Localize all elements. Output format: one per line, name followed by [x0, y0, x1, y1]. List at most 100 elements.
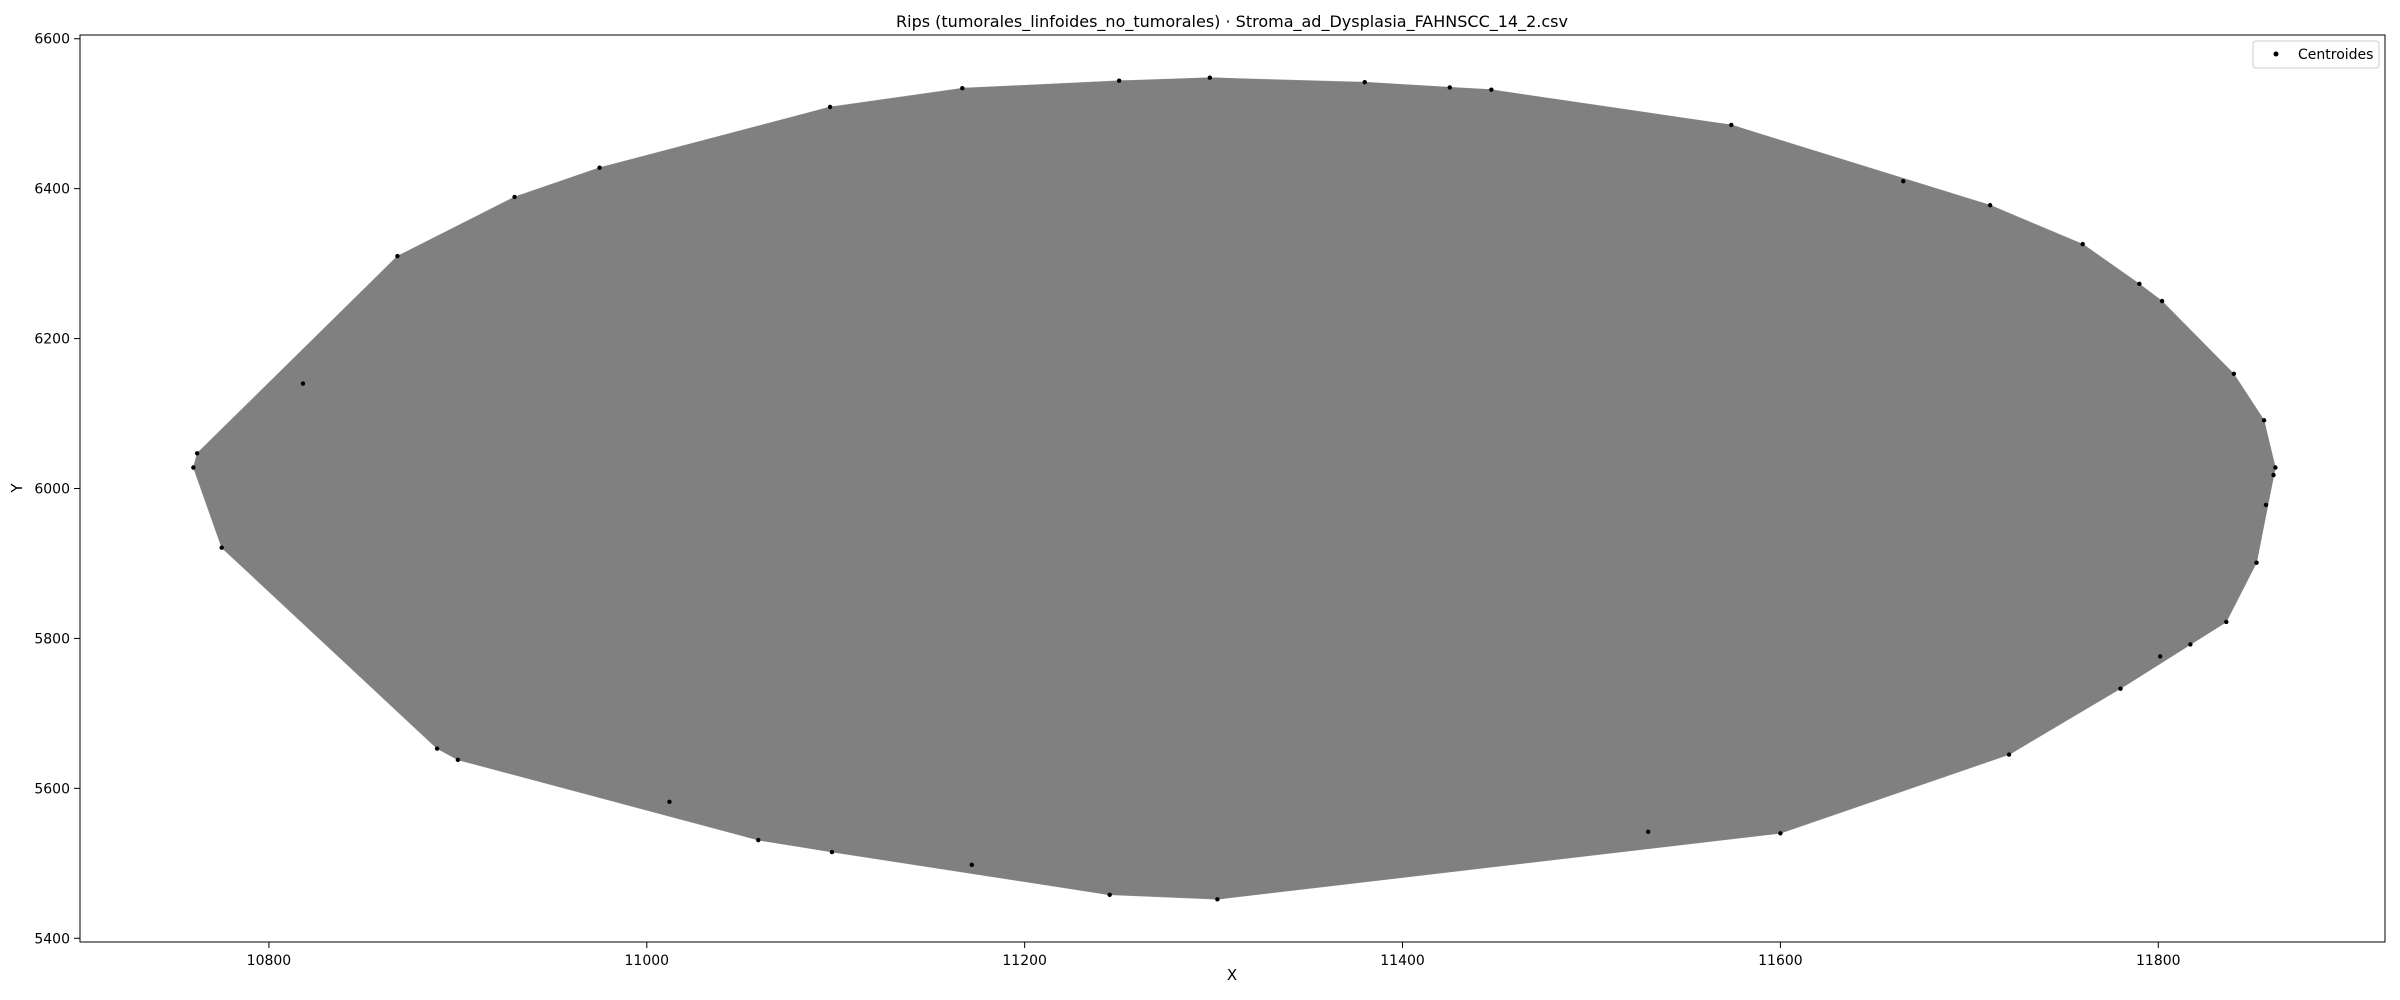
rips-edge [2008, 688, 2121, 755]
rips-edge [2226, 474, 2274, 623]
rips-edge [1648, 656, 2161, 833]
centroid-point [1901, 178, 1906, 184]
rips-edge [2233, 373, 2276, 468]
chart-title: Rips (tumorales_linfoides_no_tumorales) … [896, 12, 1568, 32]
y-tick-label: 5800 [34, 631, 70, 647]
centroid-point [2157, 654, 2163, 659]
rips-edge [196, 453, 759, 841]
rips-edge [2159, 562, 2257, 657]
rips-edge [830, 87, 963, 108]
rips-edge [971, 831, 1649, 866]
rips-edge [1119, 77, 1210, 82]
rips-edge [831, 851, 972, 866]
rips-edge [962, 87, 1450, 89]
rips-edge [196, 453, 833, 853]
rips-edge [1989, 204, 2276, 468]
rips-edge [221, 383, 304, 548]
centroid-points [191, 75, 2278, 902]
rips-edge [971, 833, 1781, 866]
rips-edge [1731, 124, 1991, 206]
rips-edge [971, 754, 2010, 866]
rips-edge [2008, 504, 2267, 755]
rips-edge [1109, 833, 1781, 896]
rips-edge [1780, 562, 2257, 834]
rips-edge [2190, 420, 2265, 645]
rips-edge [2008, 656, 2161, 755]
rips-edge [397, 77, 1210, 257]
rips-edge [193, 255, 398, 468]
rips-edge [669, 801, 1218, 900]
rips-edge [457, 759, 670, 803]
rips-edge [196, 453, 459, 761]
rips-edge [2120, 656, 2161, 689]
rips-edge [1364, 81, 1732, 126]
rips-edge [2226, 504, 2267, 623]
rips-edge [1109, 894, 1218, 900]
rips-edge [1119, 80, 1732, 126]
rips-edge [2190, 504, 2267, 645]
rips-edge [193, 467, 759, 841]
legend: Centroides [2252, 40, 2380, 69]
rips-edge [1780, 621, 2227, 834]
rips-edge [1209, 77, 1492, 91]
rips-edge [221, 547, 459, 761]
rips-edge [2082, 243, 2163, 302]
rips-edge [2225, 373, 2235, 622]
y-axis-label: Y [8, 483, 26, 494]
rips-edge [669, 801, 833, 853]
centroid-point [667, 799, 672, 805]
rips-edge [1449, 87, 2083, 245]
rips-edge [1648, 621, 2227, 833]
rips-edge [1648, 688, 2121, 833]
rips-edge [397, 196, 515, 257]
rips-edge [193, 467, 833, 853]
rips-edge [397, 256, 438, 749]
rips-edge [221, 167, 600, 548]
rips-edge [1780, 754, 2010, 834]
centroid-point [1107, 892, 1112, 897]
rips-edge [2263, 420, 2276, 468]
rips-edge [2082, 243, 2274, 476]
centroid-point [1207, 75, 1213, 80]
rips-edge [1209, 77, 1904, 182]
rips-edge [2008, 562, 2257, 755]
rips-edge [193, 167, 600, 468]
rips-edge [1731, 124, 2140, 285]
centroid-point [2080, 241, 2085, 247]
rips-edge [436, 196, 515, 749]
rips-edge [2256, 474, 2274, 563]
rips-edges [193, 77, 2276, 900]
rips-edge [1217, 754, 2010, 900]
rips-edge [2160, 621, 2227, 657]
rips-edge [1990, 204, 2083, 245]
y-tick-label: 6200 [34, 332, 70, 348]
rips-edge [2139, 283, 2163, 302]
rips-edge [2159, 474, 2274, 657]
rips-edge [2139, 283, 2274, 476]
rips-edge [831, 851, 1218, 900]
centroid-point [194, 451, 200, 456]
rips-edge [962, 77, 1210, 89]
rips-edge [437, 748, 670, 803]
rips-edge [830, 80, 1120, 108]
x-axis-label: X [1227, 966, 1237, 984]
rips-edge [758, 833, 1781, 841]
rips-edge [514, 77, 1210, 198]
rips-edge [221, 196, 515, 548]
rips-edge [457, 759, 972, 866]
rips-edge [196, 453, 670, 803]
y-tick-label: 6400 [34, 182, 70, 198]
rips-edge [1648, 754, 2010, 833]
centroid-point [2006, 752, 2012, 757]
rips-edge [2161, 300, 2265, 421]
legend-label-centroides: Centroides [2298, 47, 2373, 63]
rips-edge [196, 453, 438, 749]
rips-edge [193, 467, 222, 548]
rips-edge [514, 167, 600, 198]
rips-edge [2161, 301, 2257, 563]
rips-edge [221, 547, 670, 803]
centroid-point [2231, 371, 2237, 377]
centroid-point [1447, 85, 1452, 90]
rips-edge [2190, 474, 2274, 645]
x-axis-ticks: 10800 11000 11200 11400 11600 11800 [247, 942, 2181, 969]
